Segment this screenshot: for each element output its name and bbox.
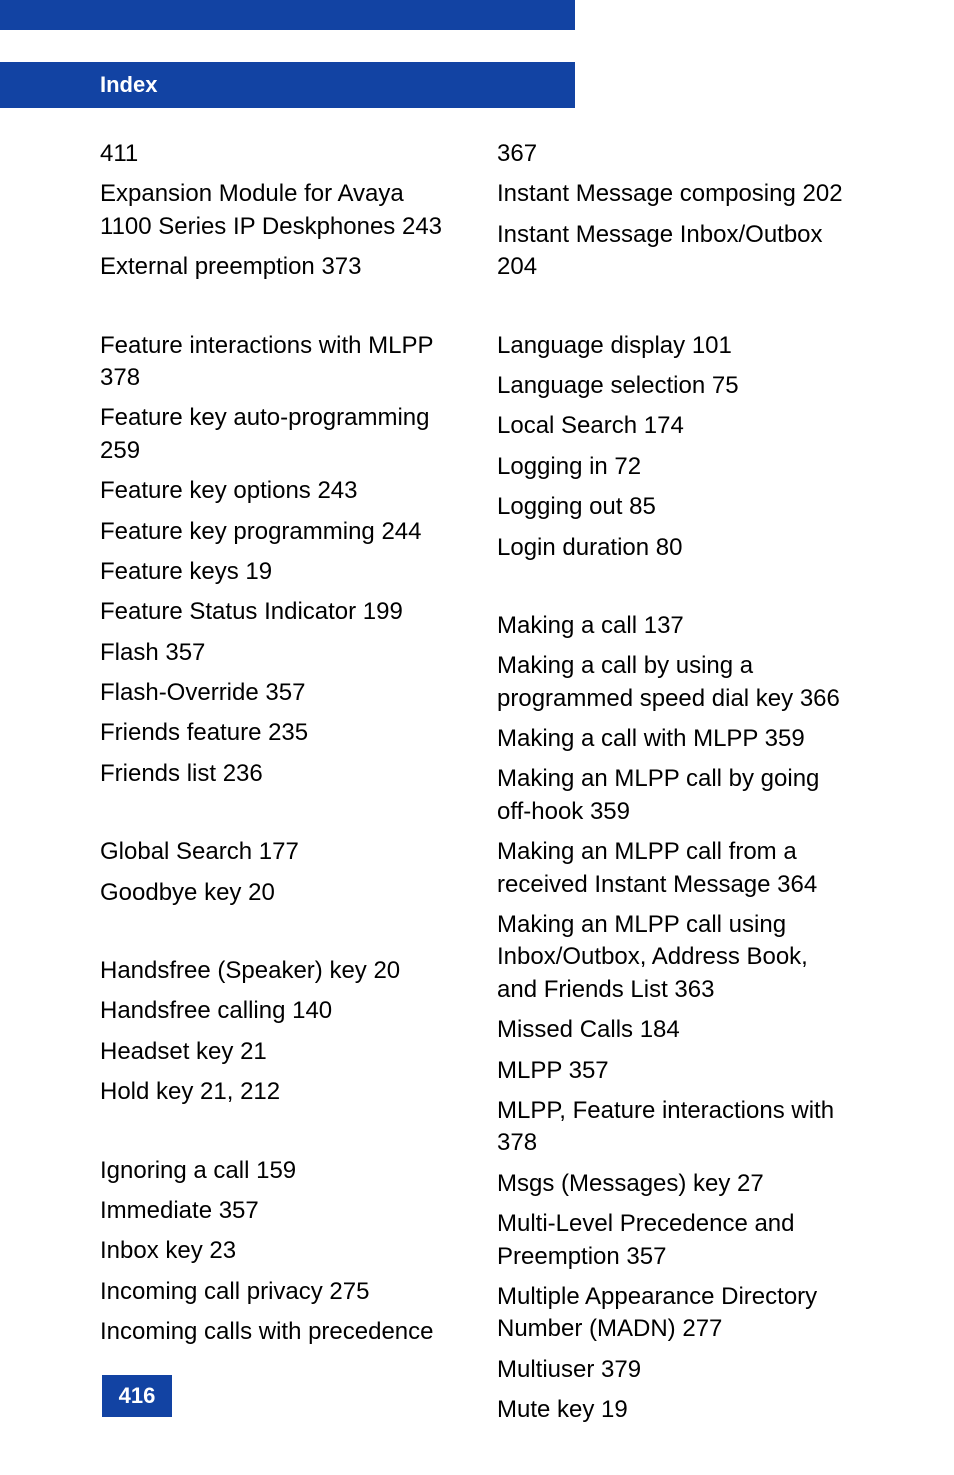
index-entry: Making a call by using a programmed spee…: [497, 650, 854, 715]
index-entry: Multiuser 379: [497, 1354, 854, 1386]
index-entry: Login duration 80: [497, 532, 854, 564]
index-entry: Language display 101: [497, 330, 854, 362]
index-block: 367 Instant Message composing 202 Instan…: [497, 138, 854, 284]
index-entry: Feature key options 243: [100, 475, 457, 507]
index-entry: Feature interactions with MLPP 378: [100, 330, 457, 395]
index-entry: Multiple Appearance Directory Number (MA…: [497, 1281, 854, 1346]
index-block: Feature interactions with MLPP 378 Featu…: [100, 330, 457, 791]
index-block: Global Search 177 Goodbye key 20: [100, 836, 457, 909]
page-number: 416: [102, 1375, 172, 1417]
top-strip: [0, 0, 575, 30]
left-column: 411 Expansion Module for Avaya 1100 Seri…: [100, 138, 457, 1473]
index-entry: Feature key programming 244: [100, 516, 457, 548]
index-entry: Multi-Level Precedence and Preemption 35…: [497, 1208, 854, 1273]
index-entry: 411: [100, 138, 457, 170]
index-entry: Ignoring a call 159: [100, 1155, 457, 1187]
index-entry: Making an MLPP call from a received Inst…: [497, 836, 854, 901]
index-entry: Handsfree calling 140: [100, 995, 457, 1027]
index-block: 411 Expansion Module for Avaya 1100 Seri…: [100, 138, 457, 284]
page-number-value: 416: [119, 1383, 156, 1408]
index-entry: Handsfree (Speaker) key 20: [100, 955, 457, 987]
index-entry: Hold key 21, 212: [100, 1076, 457, 1108]
index-entry: Making a call 137: [497, 610, 854, 642]
index-entry: Making a call with MLPP 359: [497, 723, 854, 755]
index-entry: Expansion Module for Avaya 1100 Series I…: [100, 178, 457, 243]
index-block: Making a call 137 Making a call by using…: [497, 610, 854, 1427]
index-content: 411 Expansion Module for Avaya 1100 Seri…: [0, 108, 954, 1473]
index-entry: Headset key 21: [100, 1036, 457, 1068]
index-entry: Msgs (Messages) key 27: [497, 1168, 854, 1200]
index-entry: Language selection 75: [497, 370, 854, 402]
index-entry: Local Search 174: [497, 410, 854, 442]
index-entry: MLPP 357: [497, 1055, 854, 1087]
index-entry: External preemption 373: [100, 251, 457, 283]
index-entry: Incoming calls with precedence: [100, 1316, 457, 1348]
header-title: Index: [100, 72, 157, 97]
index-block: Ignoring a call 159 Immediate 357 Inbox …: [100, 1155, 457, 1349]
index-entry: 367: [497, 138, 854, 170]
index-entry: Logging out 85: [497, 491, 854, 523]
right-column: 367 Instant Message composing 202 Instan…: [497, 138, 854, 1473]
index-entry: Global Search 177: [100, 836, 457, 868]
index-entry: Flash-Override 357: [100, 677, 457, 709]
index-entry: Instant Message composing 202: [497, 178, 854, 210]
index-entry: Mute key 19: [497, 1394, 854, 1426]
index-header: Index: [0, 62, 575, 108]
index-entry: Friends list 236: [100, 758, 457, 790]
index-entry: MLPP, Feature interactions with 378: [497, 1095, 854, 1160]
index-entry: Missed Calls 184: [497, 1014, 854, 1046]
index-entry: Instant Message Inbox/Outbox 204: [497, 219, 854, 284]
index-entry: Feature keys 19: [100, 556, 457, 588]
index-entry: Inbox key 23: [100, 1235, 457, 1267]
index-entry: Friends feature 235: [100, 717, 457, 749]
index-entry: Immediate 357: [100, 1195, 457, 1227]
index-entry: Incoming call privacy 275: [100, 1276, 457, 1308]
index-entry: Making an MLPP call by going off-hook 35…: [497, 763, 854, 828]
index-entry: Flash 357: [100, 637, 457, 669]
index-entry: Feature Status Indicator 199: [100, 596, 457, 628]
index-entry: Goodbye key 20: [100, 877, 457, 909]
index-entry: Making an MLPP call using Inbox/Outbox, …: [497, 909, 854, 1006]
index-block: Handsfree (Speaker) key 20 Handsfree cal…: [100, 955, 457, 1109]
index-entry: Feature key auto-programming 259: [100, 402, 457, 467]
index-block: Language display 101 Language selection …: [497, 330, 854, 564]
index-entry: Logging in 72: [497, 451, 854, 483]
